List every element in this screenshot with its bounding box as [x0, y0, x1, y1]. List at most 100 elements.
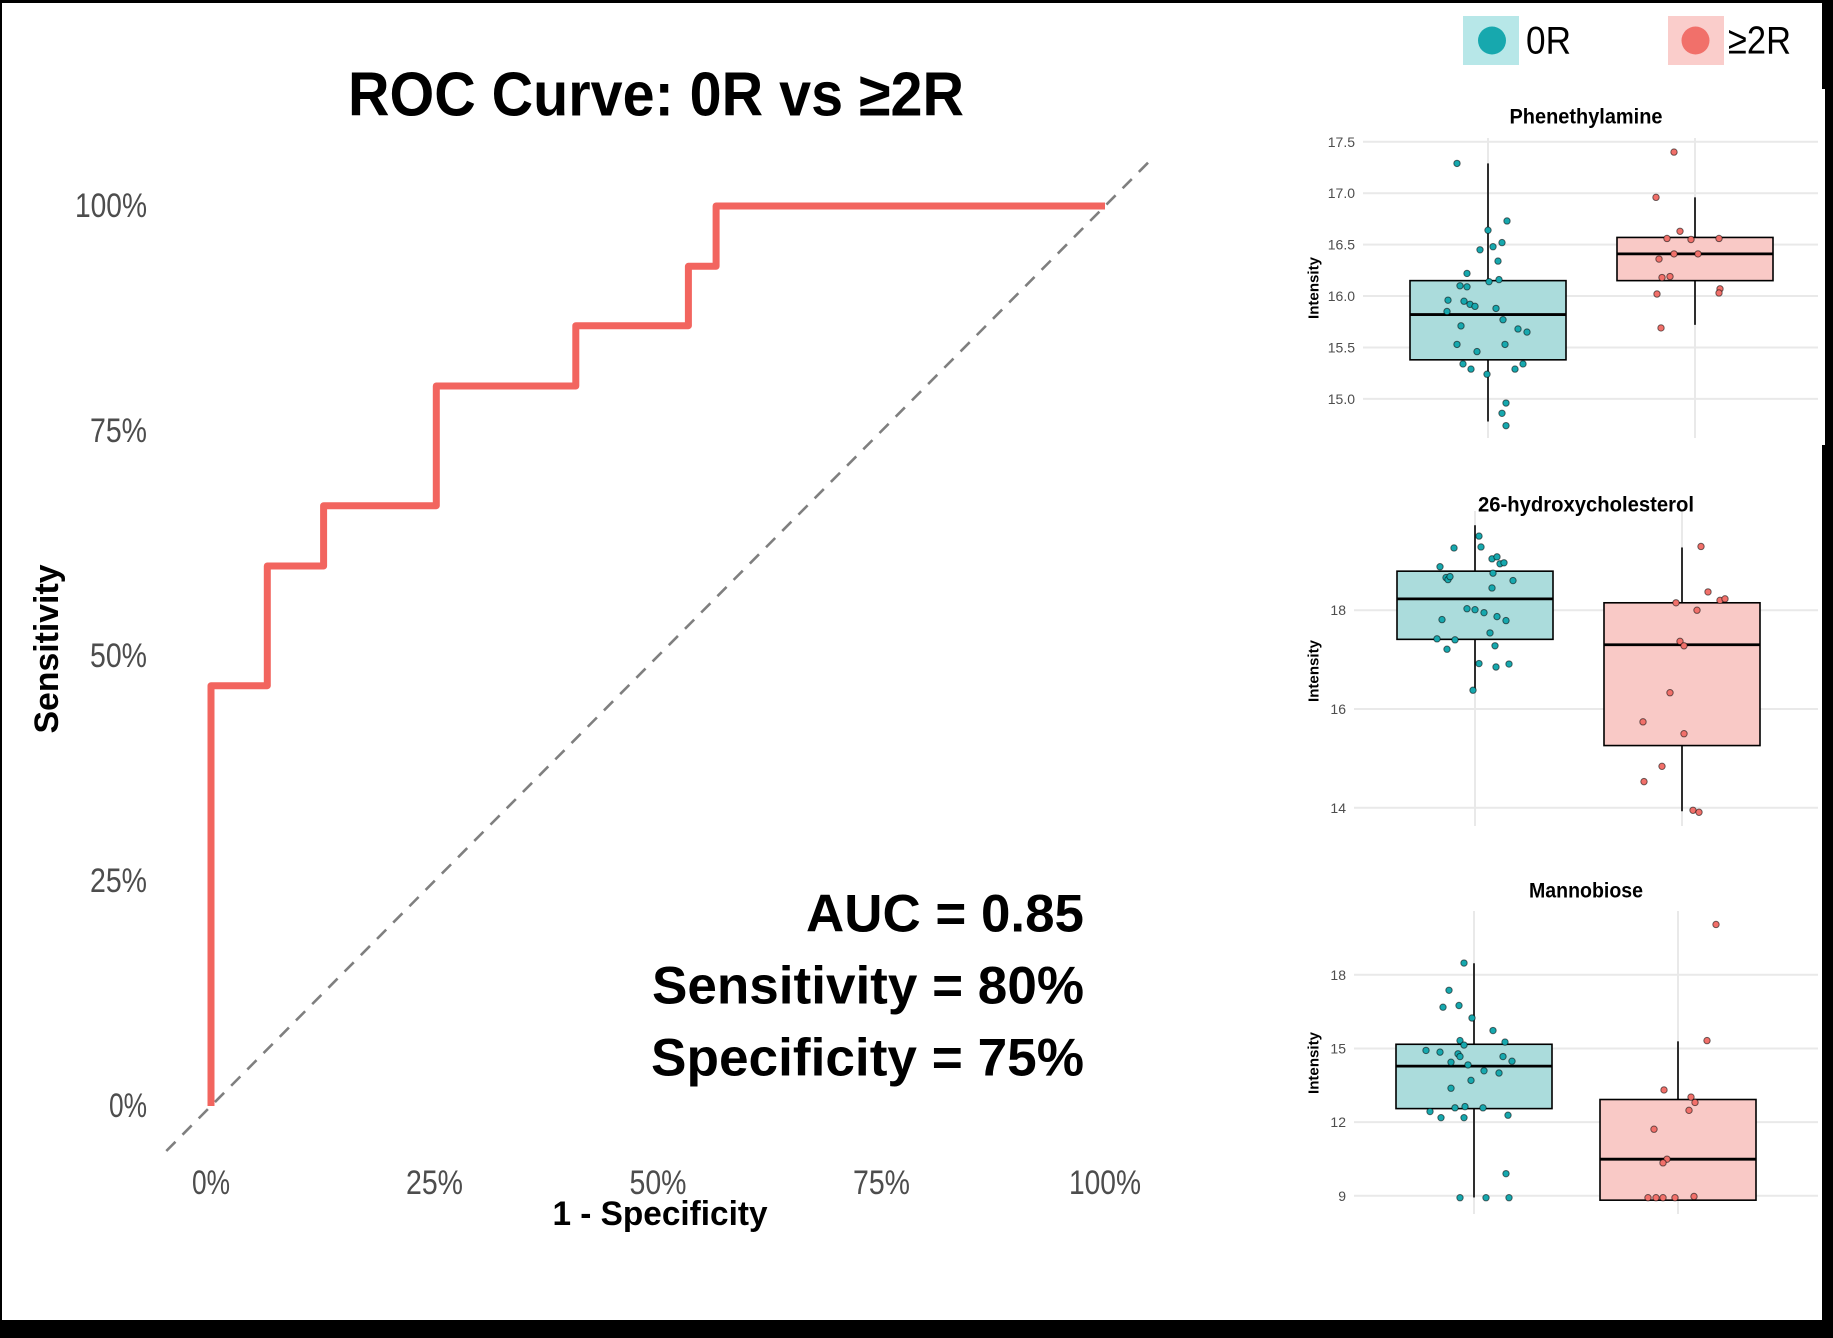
roc-y-tick-labels: 0% 25% 50% 75% 100%: [75, 187, 147, 1125]
jitter-point: [1460, 959, 1468, 967]
jitter-point: [1653, 290, 1661, 298]
jitter-point: [1666, 272, 1674, 281]
jitter-point: [1670, 148, 1678, 156]
legend-point-icon-0R: [1478, 26, 1506, 55]
boxplot-panels: 17.5 17.0 16.5 16.0 15.5 15.0 Phenethylamine In…: [1306, 106, 1818, 1214]
jitter-point: [1502, 399, 1510, 407]
jitter-point: [1652, 193, 1660, 202]
box: [1616, 236, 1774, 282]
jitter-point: [1695, 808, 1703, 816]
jitter-point: [1475, 659, 1483, 668]
legend-point-icon-2R: [1681, 26, 1710, 55]
jitter-point: [1694, 250, 1702, 258]
jitter-point: [1467, 1076, 1475, 1085]
roc-annotation-sensitivity: Sensitivity = 80%: [652, 957, 1084, 1016]
panel-y-axis-title: Intensity: [1306, 1031, 1323, 1094]
jitter-point: [1493, 553, 1501, 561]
roc-x-tick-label: 0%: [192, 1164, 230, 1202]
jitter-point: [1479, 1104, 1487, 1112]
panel-y-tick-label: 12: [1330, 1114, 1346, 1130]
jitter-point: [1690, 1192, 1698, 1201]
jitter-point: [1491, 642, 1499, 650]
panel-y-tick-label: 15.5: [1328, 339, 1355, 355]
jitter-point: [1451, 1104, 1459, 1112]
panel-y-tick-label: 14: [1330, 800, 1346, 816]
jitter-point: [1514, 325, 1522, 333]
box-group-0R: [1409, 159, 1567, 430]
jitter-point: [1509, 576, 1517, 585]
jitter-point: [1492, 663, 1500, 671]
jitter-point: [1721, 595, 1729, 603]
jitter-point: [1471, 302, 1479, 311]
roc-x-tick-label: 25%: [406, 1164, 463, 1202]
jitter-point: [1486, 629, 1494, 637]
jitter-point: [1658, 273, 1666, 282]
jitter-point: [1493, 612, 1501, 621]
panel-y-tick-label: 17.5: [1328, 134, 1355, 150]
jitter-point: [1459, 360, 1467, 368]
jitter-point: [1639, 718, 1647, 726]
jitter-point: [1498, 409, 1506, 417]
panel-y-tick-label: 16.0: [1328, 288, 1355, 304]
jitter-point: [1657, 324, 1665, 332]
jitter-point: [1640, 777, 1648, 786]
jitter-point: [1451, 636, 1459, 644]
panel-y-tick-label: 16.5: [1328, 237, 1355, 253]
jitter-point: [1437, 1113, 1445, 1122]
roc-x-tick-label: 100%: [1069, 1164, 1141, 1202]
jitter-point: [1687, 1093, 1695, 1101]
panel-y-axis-title: Intensity: [1306, 639, 1323, 702]
box: [1396, 570, 1554, 641]
panel-y-tick-label: 15: [1330, 1040, 1346, 1056]
jitter-point: [1483, 370, 1491, 378]
jitter-point: [1453, 159, 1461, 168]
panel-y-tick-label: 16: [1330, 701, 1346, 717]
jitter-point: [1446, 572, 1454, 581]
roc-y-tick-label: 75%: [90, 412, 147, 450]
jitter-point: [1445, 986, 1453, 994]
roc-diagonal-reference-line: [165, 160, 1151, 1152]
jitter-point: [1475, 532, 1483, 540]
jitter-point: [1523, 328, 1531, 336]
roc-x-axis-title: 1 - Specificity: [553, 1195, 768, 1233]
panel-y-tick-label: 15.0: [1328, 391, 1355, 407]
roc-annotations: AUC = 0.85 Sensitivity = 80% Specificity…: [651, 885, 1084, 1088]
legend: 0R ≥2R: [1463, 16, 1791, 65]
jitter-point: [1687, 235, 1695, 244]
jitter-point: [1469, 686, 1477, 694]
jitter-point: [1685, 1106, 1693, 1115]
svg-text:Sensitivity: Sensitivity: [28, 564, 66, 733]
jitter-point: [1519, 360, 1527, 368]
jitter-point: [1460, 1041, 1468, 1049]
box: [1409, 279, 1567, 361]
jitter-point: [1477, 543, 1485, 551]
panel-title: Phenethylamine: [1510, 106, 1663, 129]
box-group-0R: [1396, 525, 1554, 694]
jitter-point: [1676, 637, 1684, 646]
jitter-point: [1715, 289, 1723, 297]
jitter-point: [1482, 1194, 1490, 1202]
jitter-point: [1508, 1057, 1516, 1065]
jitter-point: [1501, 1038, 1509, 1046]
roc-x-tick-labels: 0% 25% 50% 75% 100%: [192, 1164, 1141, 1202]
jitter-point: [1680, 730, 1688, 738]
jitter-point: [1666, 688, 1674, 697]
jitter-point: [1456, 282, 1464, 290]
jitter-point: [1505, 1194, 1513, 1202]
roc-annotation-specificity: Specificity = 75%: [651, 1029, 1084, 1088]
jitter-point: [1464, 1061, 1472, 1069]
panel-y-tick-label: 18: [1330, 602, 1346, 618]
roc-y-tick-label: 0%: [109, 1087, 147, 1125]
jitter-point: [1450, 544, 1458, 552]
box: [1603, 601, 1761, 747]
jitter-point: [1502, 1169, 1510, 1178]
legend-item-0R: 0R: [1463, 16, 1571, 65]
panel-phenethylamine: 17.5 17.0 16.5 16.0 15.5 15.0 Phenethylamine In…: [1306, 106, 1818, 438]
jitter-point: [1671, 1194, 1679, 1202]
roc-annotation-auc: AUC = 0.85: [806, 885, 1084, 944]
jitter-point: [1715, 234, 1723, 243]
frame-right-notch: [1822, 89, 1825, 445]
jitter-point: [1480, 608, 1488, 617]
